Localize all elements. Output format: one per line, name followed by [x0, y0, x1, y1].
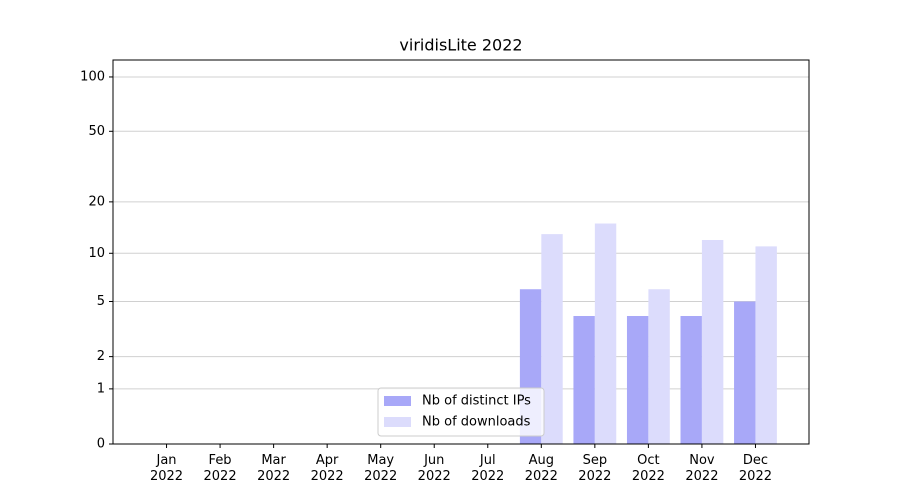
y-tick-label: 20 [88, 194, 105, 209]
x-tick-label: Jun 2022 [417, 453, 451, 484]
x-tick-label: Aug 2022 [524, 453, 558, 484]
y-tick-label: 1 [97, 381, 105, 396]
y-tick-label: 5 [97, 294, 105, 309]
bar [680, 316, 702, 444]
x-tick-label: Jul 2022 [471, 453, 505, 484]
y-tick-label: 10 [88, 246, 105, 261]
x-tick-label: Dec 2022 [738, 453, 772, 484]
plot-frame [112, 59, 810, 445]
y-tick-label: 2 [97, 349, 105, 364]
bar [734, 301, 756, 444]
legend-label: Nb of distinct IPs [422, 394, 531, 409]
bar [541, 234, 563, 444]
bar [594, 223, 617, 444]
bar [626, 316, 649, 444]
chart-title: viridisLite 2022 [399, 36, 522, 55]
grid [113, 76, 809, 445]
legend-swatch [384, 417, 411, 427]
x-tick-label: Oct 2022 [631, 453, 665, 484]
x-tick-label: Sep 2022 [578, 453, 612, 484]
x-tick-label: Nov 2022 [685, 453, 719, 484]
legend-box [377, 387, 545, 437]
bar [755, 246, 777, 444]
x-tick-label: May 2022 [364, 453, 398, 484]
x-tick-label: Apr 2022 [310, 453, 344, 484]
x-tick-label: Mar 2022 [257, 453, 291, 484]
y-tick-label: 100 [80, 69, 105, 84]
legend-swatch [384, 396, 411, 406]
bar [648, 289, 670, 444]
y-tick-label: 0 [97, 437, 105, 452]
legend: Nb of distinct IPs Nb of downloads [377, 387, 545, 437]
x-tick-label: Feb 2022 [203, 453, 237, 484]
y-tick-label: 50 [88, 124, 105, 139]
legend-label: Nb of downloads [422, 415, 531, 430]
bar [701, 240, 724, 444]
x-tick-label: Jan 2022 [149, 453, 184, 484]
bar [573, 316, 595, 444]
